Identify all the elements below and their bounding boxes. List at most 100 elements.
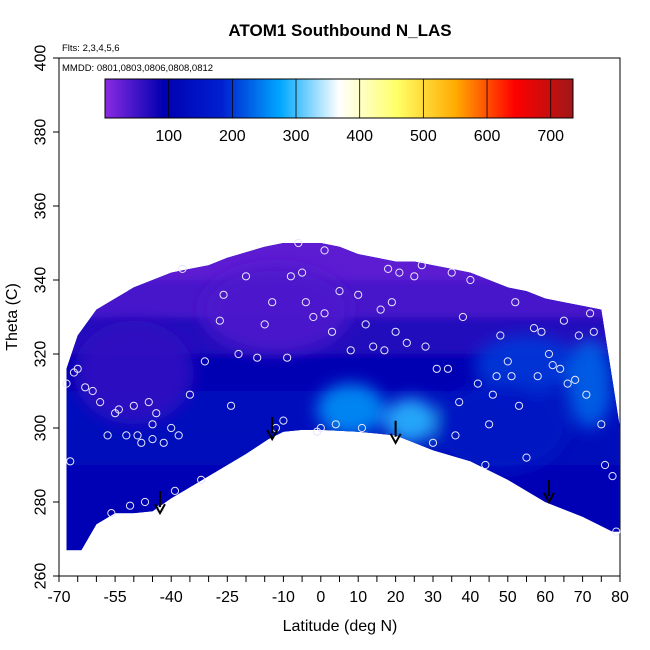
colorbar-tick-label: 400	[346, 128, 373, 145]
observation-point	[481, 460, 490, 470]
observation-point	[320, 309, 329, 318]
observation-point	[548, 361, 557, 370]
y-tick-label: 340	[33, 267, 50, 294]
observation-point	[286, 272, 295, 281]
x-tick-label: -70	[47, 589, 70, 606]
observation-point	[361, 320, 370, 329]
observation-point	[466, 275, 475, 285]
observation-point	[316, 423, 325, 433]
observation-point	[122, 431, 131, 440]
observation-point	[114, 405, 123, 414]
observation-point	[589, 327, 598, 336]
observation-point	[357, 423, 367, 433]
colorbar-tick-label: 300	[283, 128, 310, 145]
colorbar-tick-label: 500	[410, 128, 437, 145]
y-tick-label: 280	[33, 489, 50, 516]
observation-point	[451, 431, 460, 440]
tropopause-arrow-head	[266, 429, 279, 442]
observation-point	[421, 342, 430, 351]
colorbar-tick-label: 700	[537, 128, 564, 145]
x-tick-label: 0	[316, 589, 325, 606]
observation-point	[62, 379, 71, 388]
x-axis-label: Latitude (deg N)	[283, 618, 398, 635]
observation-point	[514, 401, 524, 410]
observation-point	[283, 353, 292, 362]
x-tick-label: 50	[499, 589, 517, 606]
dates-note: MMDD: 0801,0803,0806,0808,0812	[62, 63, 213, 74]
heatmap-enhanced-region	[201, 265, 351, 354]
observation-point	[544, 349, 554, 359]
observation-point	[511, 298, 520, 307]
heatmap-band	[66, 465, 620, 551]
heatmap-layer	[66, 243, 620, 551]
observation-point	[96, 398, 105, 407]
x-tick-label: 40	[462, 589, 480, 606]
observation-point	[309, 312, 318, 322]
observation-point	[529, 324, 539, 333]
observation-point	[200, 357, 209, 366]
observation-point	[597, 420, 606, 429]
observation-point	[197, 475, 206, 484]
observation-point	[159, 438, 168, 447]
y-axis-label: Theta (C)	[4, 283, 21, 351]
observation-point	[125, 501, 135, 510]
observation-point	[174, 431, 183, 440]
heatmap-enhanced-region	[474, 335, 579, 395]
colorbar-ticks: 100 200 300 400 500 600 700	[155, 79, 564, 145]
observation-point	[380, 346, 389, 355]
colorbar-gradient	[104, 78, 574, 119]
observation-point	[608, 472, 617, 481]
observation-point	[507, 372, 516, 381]
tropopause-arrows	[154, 417, 555, 516]
x-axis: -70 -55 -40 -25 -10 0 10 20 30 40 50 60 70 80	[47, 576, 629, 606]
heatmap-enhanced-region	[433, 383, 568, 473]
observation-point	[585, 309, 595, 318]
y-axis: 260 280 300 320 340 360 380 400	[33, 45, 59, 589]
heatmap-band	[66, 243, 620, 280]
tropopause-arrow-head	[389, 433, 402, 445]
observation-point	[395, 268, 404, 277]
x-tick-label: 60	[536, 589, 554, 606]
observation-point	[137, 438, 146, 447]
observation-point	[241, 272, 251, 281]
x-tick-label: 80	[611, 589, 629, 606]
observation-point	[88, 386, 97, 396]
observation-point	[384, 264, 393, 273]
observation-point	[327, 327, 337, 336]
observation-point	[488, 390, 497, 399]
observation-point	[455, 398, 464, 407]
observation-point	[582, 390, 591, 399]
observation-point	[485, 420, 494, 429]
observation-point	[473, 379, 482, 388]
colorbar-tick-label: 100	[155, 128, 182, 145]
heatmap-enhanced-region	[317, 383, 385, 436]
observation-point	[443, 364, 453, 373]
observation-point	[503, 357, 512, 366]
x-tick-label: 30	[424, 589, 442, 606]
flights-note: Flts: 2,3,4,5,6	[62, 43, 120, 54]
observation-point	[144, 398, 153, 407]
x-tick-label: 70	[574, 589, 592, 606]
y-tick-label: 320	[33, 341, 50, 368]
observation-point	[167, 423, 176, 433]
x-tick-label: 10	[349, 589, 367, 606]
y-tick-label: 360	[33, 193, 50, 220]
heatmap-enhanced-regions	[73, 265, 613, 473]
observation-point	[107, 508, 116, 518]
tropopause-arrow-head	[543, 492, 555, 505]
observation-point	[533, 372, 542, 381]
observation-points	[62, 238, 621, 536]
observation-point	[129, 401, 138, 410]
observation-point	[387, 298, 396, 307]
observation-point	[260, 320, 269, 329]
observation-point	[170, 486, 180, 495]
observation-point	[556, 364, 565, 373]
observation-point	[432, 364, 441, 373]
observation-point	[369, 342, 378, 351]
chart-title: ATOM1 Southbound N_LAS	[228, 21, 451, 40]
observation-point	[215, 316, 224, 325]
y-tick-label: 300	[33, 415, 50, 442]
x-tick-label: -25	[216, 589, 239, 606]
observation-point	[298, 268, 307, 277]
